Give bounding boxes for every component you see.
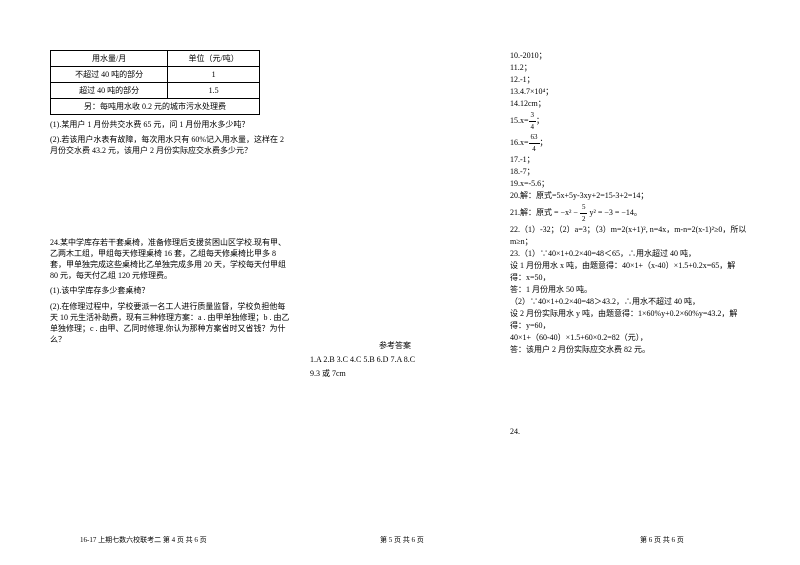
column-right: 10.-2010； 11.2； 12.-1； 13.4.7×10⁴； 14.12… — [510, 50, 750, 438]
footer-page5: 第 5 页 共 6 页 — [380, 535, 424, 545]
column-middle: 参考答案 1.A 2.B 3.C 4.C 5.B 6.D 7.A 8.C 9.3… — [310, 50, 480, 379]
ans-22: 22.（1）-32；（2）a=3；（3）m=2(x+1)², n=4x，m-n=… — [510, 224, 750, 248]
ans-23-6: 40×1+（60-40）×1.5+60×0.2=82（元）， — [510, 332, 750, 344]
ans-20: 20.解：原式=5x+5y-3xy+2=15-3+2=14； — [510, 190, 750, 202]
ans-16: 16.x=634； — [510, 132, 750, 154]
ans-10: 10.-2010； — [510, 50, 750, 62]
ans-15-pre: 15.x= — [510, 116, 529, 125]
footer-page4: 16-17 上期七数六校联考二 第 4 页 共 6 页 — [80, 535, 207, 545]
ans-23-7: 答：该用户 2 月份实际应交水费 82 元。 — [510, 344, 750, 356]
ans-21-post: y² = −3 = −14。 — [587, 208, 641, 217]
ans-21-pre: 21.解：原式 = −x² − — [510, 208, 580, 217]
q23-part2: (2).若该用户水表有故障，每次用水只有 60%记入用水量，这样在 2 月份交水… — [50, 134, 290, 156]
ans-23-4: （2）∵40×1+0.2×40=48＞43.2，∴用水不超过 40 吨， — [510, 296, 750, 308]
ans-13: 13.4.7×10⁴； — [510, 86, 750, 98]
ans-23-5: 设 2 月份实际用水 y 吨，由题意得：1×60%y+0.2×60%y=43.2… — [510, 308, 750, 332]
water-rate-table: 用水量/月 单位（元/吨） 不超过 40 吨的部分 1 超过 40 吨的部分 1… — [50, 50, 260, 115]
cell: 1 — [168, 67, 260, 83]
ans-18: 18.-7； — [510, 166, 750, 178]
frac-15: 34 — [529, 110, 537, 132]
ans-24: 24. — [510, 426, 750, 438]
th-usage: 用水量/月 — [51, 51, 168, 67]
fill-9: 9.3 或 7cm — [310, 368, 480, 379]
footer-page6: 第 6 页 共 6 页 — [640, 535, 684, 545]
ans-23-3: 答：1 月份用水 50 吨。 — [510, 284, 750, 296]
th-price: 单位（元/吨） — [168, 51, 260, 67]
q24-part2: (2).在修理过程中，学校要派一名工人进行质量监督，学校负担他每天 10 元生活… — [50, 301, 290, 346]
ans-12: 12.-1； — [510, 74, 750, 86]
column-left: 用水量/月 单位（元/吨） 不超过 40 吨的部分 1 超过 40 吨的部分 1… — [50, 50, 290, 345]
mc-answers: 1.A 2.B 3.C 4.C 5.B 6.D 7.A 8.C — [310, 355, 480, 364]
frac-16: 634 — [529, 132, 540, 154]
table-note: 另：每吨用水收 0.2 元的城市污水处理费 — [51, 99, 260, 115]
answers-title: 参考答案 — [310, 340, 480, 351]
ans-17: 17.-1； — [510, 154, 750, 166]
ans-11: 11.2； — [510, 62, 750, 74]
ans-15: 15.x=34； — [510, 110, 750, 132]
q24-part1: (1).该中学库存多少套桌椅？ — [50, 285, 290, 296]
cell: 1.5 — [168, 83, 260, 99]
ans-14: 14.12cm； — [510, 98, 750, 110]
q24-text: 24.某中学库存若干套桌椅，准备修理后支援贫困山区学校.现有甲、乙两木工组，甲组… — [50, 237, 290, 282]
cell: 不超过 40 吨的部分 — [51, 67, 168, 83]
ans-23-2: 设 1 月份用水 x 吨，由题意得：40×1+（x-40）×1.5+0.2x=6… — [510, 260, 750, 284]
ans-21: 21.解：原式 = −x² − 52 y² = −3 = −14。 — [510, 202, 750, 224]
ans-19: 19.x=-5.6； — [510, 178, 750, 190]
ans-16-pre: 16.x= — [510, 138, 529, 147]
q23-part1: (1).某用户 1 月份共交水费 65 元，问 1 月份用水多少吨？ — [50, 119, 290, 130]
cell: 超过 40 吨的部分 — [51, 83, 168, 99]
ans-23-1: 23.（1）∵40×1+0.2×40=48＜65，∴用水超过 40 吨， — [510, 248, 750, 260]
